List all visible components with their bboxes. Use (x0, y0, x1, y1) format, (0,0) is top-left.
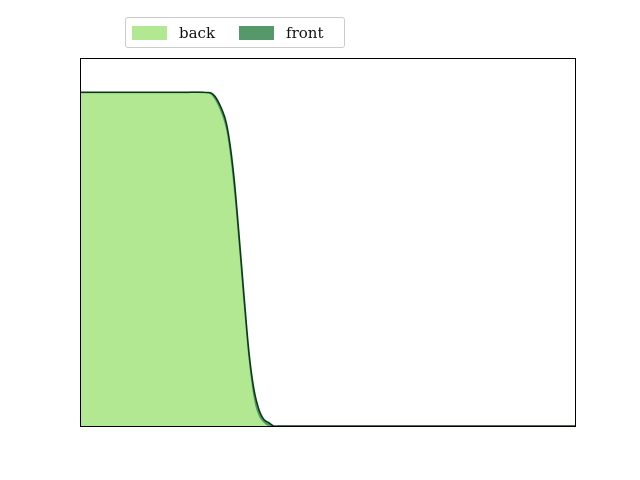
legend: back front (125, 17, 345, 48)
legend-swatch-back (132, 25, 167, 40)
legend-item-back: back (132, 24, 215, 42)
legend-label-front: front (286, 23, 324, 42)
legend-label-back: back (179, 23, 216, 42)
legend-swatch-front (239, 25, 275, 40)
axes-frame (80, 58, 576, 427)
area-back (81, 91, 575, 427)
legend-item-front: front (239, 23, 324, 42)
plot-area (80, 91, 575, 428)
